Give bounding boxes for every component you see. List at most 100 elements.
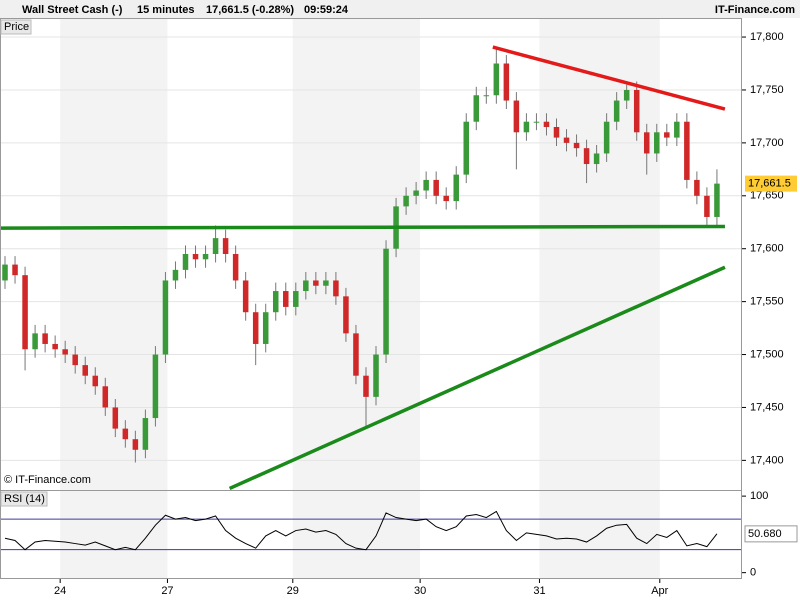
- interval: 15 minutes: [137, 4, 194, 16]
- candle-body: [423, 179, 429, 191]
- candle-body: [142, 418, 149, 450]
- y-tick-label: 17,550: [750, 296, 784, 308]
- last-price-label: 17,661.5: [748, 178, 791, 190]
- candle-body: [192, 254, 199, 260]
- candle-body: [383, 248, 389, 355]
- candle-body: [493, 63, 500, 96]
- day-band: [292, 18, 421, 490]
- y-tick-label: 17,700: [750, 137, 784, 149]
- header-bar: [0, 0, 800, 18]
- candle-body: [633, 89, 640, 133]
- candle-body: [283, 291, 289, 307]
- day-band: [60, 490, 168, 578]
- y-tick-label: 17,500: [750, 348, 784, 360]
- candle-body: [503, 63, 510, 101]
- candle-body: [363, 375, 369, 397]
- x-tick-label: 24: [54, 585, 66, 597]
- candle-body: [583, 148, 590, 165]
- candle-body: [32, 333, 38, 350]
- panel: [0, 18, 742, 490]
- y-tick-label: 17,800: [750, 31, 784, 43]
- candle-body: [122, 428, 129, 440]
- candle-body: [714, 183, 720, 217]
- candle-body: [313, 280, 319, 286]
- day-band: [292, 490, 421, 578]
- candle-body: [443, 195, 449, 202]
- candle-body: [182, 254, 189, 270]
- candle-body: [403, 195, 409, 207]
- candle-body: [593, 153, 600, 165]
- y-tick-label: 17,400: [750, 454, 784, 466]
- candle-body: [333, 280, 339, 297]
- candle-body: [613, 100, 620, 122]
- panel: [0, 490, 742, 578]
- candle-body: [303, 280, 309, 292]
- candle-body: [132, 439, 139, 450]
- candle-body: [262, 312, 269, 344]
- candle-body: [172, 269, 179, 281]
- day-band: [539, 18, 660, 490]
- candle-body: [694, 179, 700, 196]
- y-tick-label: 17,750: [750, 84, 784, 96]
- panel-label: RSI (14): [4, 493, 45, 505]
- candle-body: [152, 354, 159, 419]
- candle-body: [112, 407, 119, 429]
- candle-body: [563, 137, 570, 143]
- candle-body: [373, 354, 379, 397]
- panel-label: Price: [4, 21, 29, 33]
- candle-body: [323, 280, 329, 286]
- trend-line: [0, 224, 725, 230]
- candle-body: [212, 238, 219, 254]
- quote: 17,661.5 (-0.28%): [206, 4, 294, 16]
- candle-body: [232, 254, 239, 281]
- candle-body: [654, 132, 660, 154]
- candle-body: [513, 100, 520, 133]
- candle-body: [473, 95, 480, 122]
- candle-body: [42, 333, 48, 344]
- candle-body: [453, 174, 459, 202]
- candle-body: [553, 127, 560, 138]
- candle-body: [623, 89, 630, 101]
- candle-body: [353, 333, 359, 376]
- candle-body: [523, 121, 530, 133]
- candle-body: [343, 296, 349, 334]
- candle-body: [483, 95, 490, 97]
- panel-border: [0, 490, 742, 579]
- candle-body: [82, 365, 88, 376]
- y-tick-label: 17,600: [750, 243, 784, 255]
- candle-body: [202, 254, 209, 260]
- plot-layer: 17,400 17,450 17,500 17,550 17,600 17,650 17,7…: [0, 18, 798, 583]
- candle-body: [252, 312, 259, 344]
- x-tick-label: 30: [414, 585, 426, 597]
- candle-body: [433, 179, 439, 196]
- candle-body: [102, 386, 109, 408]
- panel-label-bg: [0, 19, 32, 35]
- candle-body: [52, 343, 58, 350]
- y-tick-label: 0: [750, 567, 756, 579]
- candle-body: [272, 291, 279, 313]
- candle-body: [643, 132, 650, 154]
- trend-line: [228, 265, 726, 490]
- candle-body: [162, 280, 169, 355]
- candle-body: [573, 142, 580, 149]
- candle-body: [684, 121, 690, 180]
- x-tick-label: Apr: [651, 585, 668, 597]
- last-value-box: [744, 525, 798, 543]
- x-tick-label: 29: [287, 585, 299, 597]
- instrument: Wall Street Cash (-): [22, 4, 123, 16]
- candle-body: [22, 275, 28, 350]
- watermark: © IT-Finance.com: [4, 474, 91, 486]
- brand: IT-Finance.com: [715, 4, 795, 16]
- panel-label-bg: [0, 491, 48, 507]
- candle-body: [543, 121, 550, 128]
- candle-body: [92, 375, 99, 387]
- candle-body: [62, 349, 68, 355]
- candle-body: [664, 132, 670, 138]
- y-tick-label: 17,450: [750, 401, 784, 413]
- candle-body: [2, 264, 8, 281]
- trend-line: [492, 45, 726, 111]
- last-value-label: 50.680: [748, 528, 782, 540]
- x-tick-label: 31: [533, 585, 545, 597]
- time: 09:59:24: [304, 4, 349, 16]
- candle-body: [704, 195, 710, 217]
